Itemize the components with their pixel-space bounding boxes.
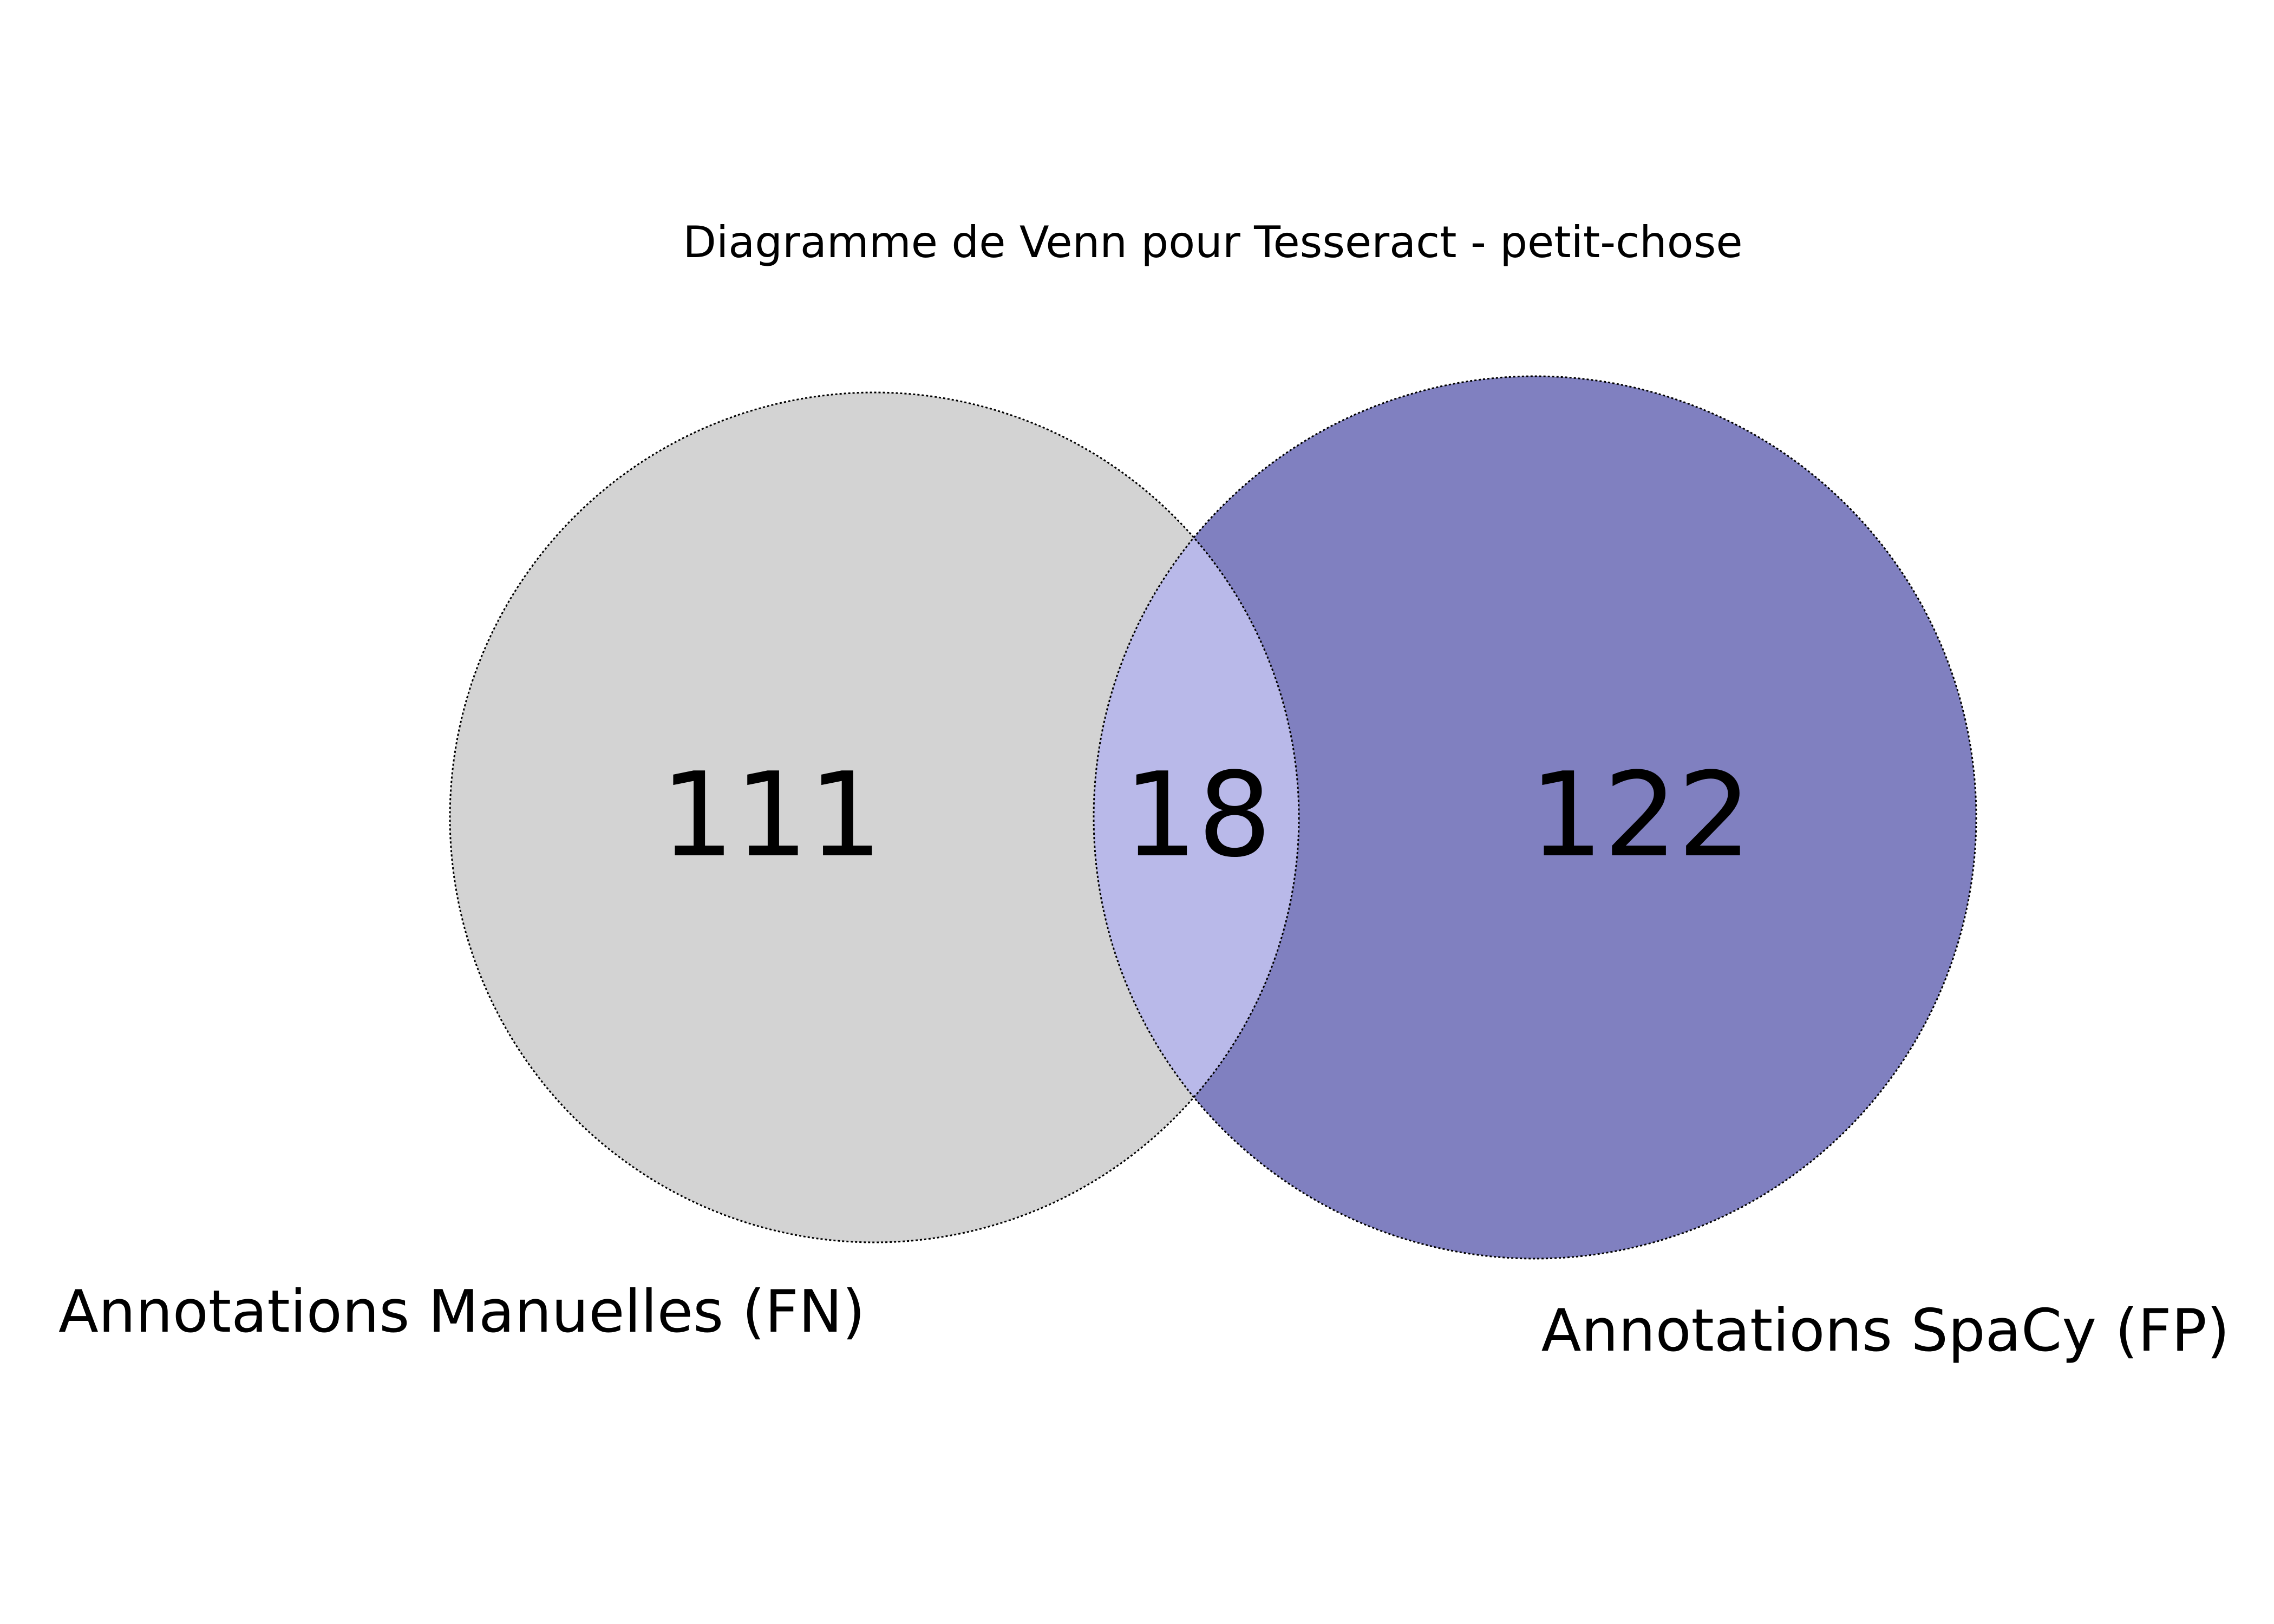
set-a-label: Annotations Manuelles (FN) [58,1278,865,1346]
count-intersection: 18 [1123,747,1272,883]
count-only-a: 111 [661,747,883,883]
diagram-title: Diagramme de Venn pour Tesseract - petit… [683,217,1742,267]
set-b-region [1094,376,1976,1259]
set-b-outline [1093,375,1977,1260]
count-only-b: 122 [1530,747,1752,883]
set-a-region [450,392,1299,1242]
set-b-label: Annotations SpaCy (FP) [1541,1297,2230,1365]
set-a-outline [449,391,1300,1243]
